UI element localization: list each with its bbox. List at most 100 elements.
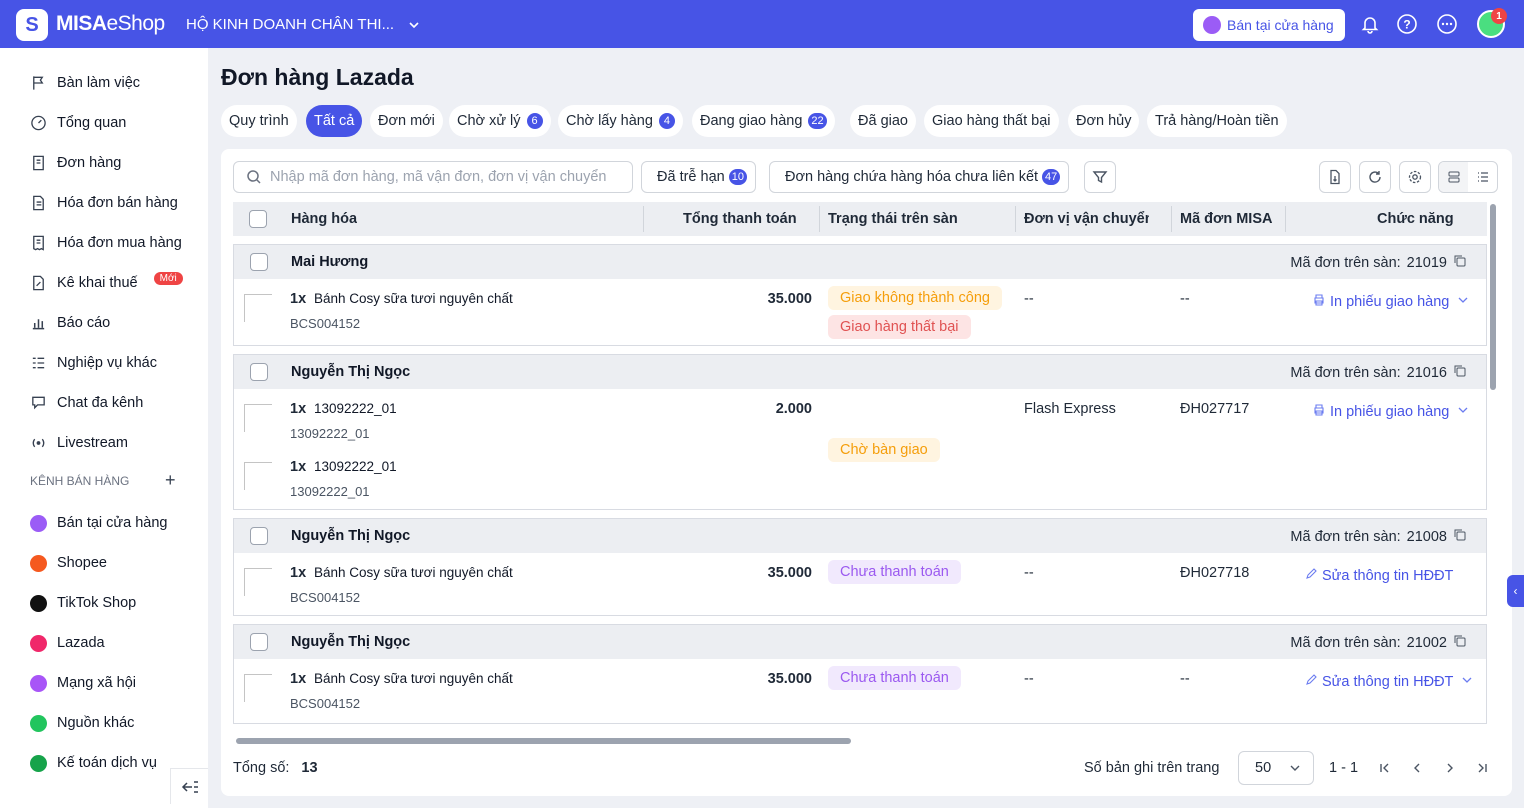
tab-3[interactable]: Đơn mới <box>370 105 443 137</box>
select-all-checkbox[interactable] <box>249 202 267 236</box>
code-value: 21002 <box>1406 634 1447 651</box>
sidebar-item-label: Hóa đơn bán hàng <box>57 195 178 211</box>
tab-2[interactable]: Tất cả <box>306 105 363 137</box>
sidebar-item-4[interactable]: Hóa đơn bán hàng <box>30 191 178 215</box>
top-bar: S MISAeShop HỘ KINH DOANH CHÂN THI... Bá… <box>0 0 1524 48</box>
overdue-filter-button[interactable]: Đã trễ hạn 10 <box>641 161 756 193</box>
filter-icon[interactable] <box>1084 161 1116 193</box>
product-name[interactable]: Bánh Cosy sữa tươi nguyên chất <box>314 291 513 306</box>
copy-icon[interactable] <box>1453 528 1466 545</box>
store-selector[interactable]: HỘ KINH DOANH CHÂN THI... <box>186 16 420 33</box>
product-name[interactable]: Bánh Cosy sữa tươi nguyên chất <box>314 565 513 580</box>
channel-item-3[interactable]: TikTok Shop <box>30 591 136 615</box>
product-name[interactable]: 13092222_01 <box>314 401 397 416</box>
horizontal-scrollbar[interactable] <box>236 738 851 744</box>
channel-label: Mạng xã hội <box>57 675 136 691</box>
customer-name: Nguyễn Thị Ngọc <box>291 528 411 544</box>
add-channel-icon[interactable]: + <box>165 470 176 490</box>
channel-item-7[interactable]: Kế toán dịch vụ <box>30 751 157 775</box>
tab-9[interactable]: Đơn hủy <box>1068 105 1140 137</box>
tab-label: Đơn mới <box>378 113 435 129</box>
order-group: Mai Hương Mã đơn trên sàn: 21019 1x Bánh Cos… <box>233 244 1487 346</box>
customer-name: Mai Hương <box>291 254 369 270</box>
copy-icon[interactable] <box>1453 254 1466 271</box>
channel-item-6[interactable]: Nguồn khác <box>30 711 134 735</box>
help-icon[interactable]: ? <box>1394 11 1420 37</box>
header-actions: Chức năng <box>1377 211 1454 227</box>
copy-icon[interactable] <box>1453 364 1466 381</box>
settings-icon[interactable] <box>1399 161 1431 193</box>
export-icon[interactable] <box>1319 161 1351 193</box>
bell-icon[interactable] <box>1357 11 1383 37</box>
order-group: Nguyễn Thị Ngọc Mã đơn trên sàn: 21002 1x Bá… <box>233 624 1487 724</box>
channel-logo-icon <box>30 514 47 532</box>
prev-page-icon[interactable] <box>1407 758 1427 778</box>
order-total: 2.000 <box>775 401 812 417</box>
svg-text:?: ? <box>1403 18 1410 32</box>
sidebar-item-10[interactable]: Livestream <box>30 431 128 455</box>
sidebar-item-9[interactable]: Chat đa kênh <box>30 391 143 415</box>
channel-item-1[interactable]: Bán tại cửa hàng <box>30 511 167 535</box>
tab-1[interactable]: Quy trình <box>221 105 297 137</box>
order-checkbox[interactable] <box>250 527 268 545</box>
refresh-icon[interactable] <box>1359 161 1391 193</box>
channel-item-5[interactable]: Mạng xã hội <box>30 671 136 695</box>
product-name[interactable]: 13092222_01 <box>314 459 397 474</box>
order-checkbox[interactable] <box>250 633 268 651</box>
notification-badge: 1 <box>1491 8 1507 24</box>
vertical-scrollbar[interactable] <box>1490 204 1496 390</box>
channel-item-2[interactable]: Shopee <box>30 551 107 575</box>
tab-count-badge: 4 <box>658 113 675 129</box>
misa-logo-icon[interactable]: S <box>16 9 48 41</box>
sell-at-store-button[interactable]: Bán tại cửa hàng <box>1193 9 1345 41</box>
more-icon[interactable] <box>1434 11 1460 37</box>
tab-4[interactable]: Chờ xử lý 6 <box>449 105 551 137</box>
channel-label: TikTok Shop <box>57 595 137 611</box>
order-header: Nguyễn Thị Ngọc Mã đơn trên sàn: 21002 <box>234 625 1486 659</box>
tab-8[interactable]: Giao hàng thất bại <box>924 105 1059 137</box>
sidebar-item-8[interactable]: Nghiệp vụ khác <box>30 351 157 375</box>
sidebar-item-7[interactable]: Báo cáo <box>30 311 110 335</box>
sidebar-item-6[interactable]: Kê khai thuế Mới <box>30 271 183 295</box>
code-label: Mã đơn trên sàn: <box>1290 254 1401 271</box>
collapse-sidebar-icon[interactable] <box>170 768 208 804</box>
unlinked-filter-button[interactable]: Đơn hàng chứa hàng hóa chưa liên kết 47 <box>769 161 1070 193</box>
order-checkbox[interactable] <box>250 363 268 381</box>
tab-6[interactable]: Đang giao hàng 22 <box>692 105 835 137</box>
sidebar-item-1[interactable]: Bàn làm việc <box>30 71 140 95</box>
product-name[interactable]: Bánh Cosy sữa tươi nguyên chất <box>314 671 513 686</box>
sidebar-item-2[interactable]: Tổng quan <box>30 111 126 135</box>
order-header: Mai Hương Mã đơn trên sàn: 21019 <box>234 245 1486 279</box>
chevron-down-icon <box>1290 765 1300 771</box>
item-quantity: 1x <box>290 459 307 475</box>
list-view-icon[interactable] <box>1468 162 1497 192</box>
tab-7[interactable]: Đã giao <box>850 105 916 137</box>
sidebar-item-5[interactable]: Hóa đơn mua hàng <box>30 231 182 255</box>
page-range: 1 - 1 <box>1329 760 1359 776</box>
list-icon <box>30 355 47 372</box>
channel-item-4[interactable]: Lazada <box>30 631 105 655</box>
channel-logo-icon <box>30 554 47 572</box>
sidebar-item-label: Nghiệp vụ khác <box>57 355 157 371</box>
tab-10[interactable]: Trả hàng/Hoàn tiền <box>1147 105 1287 137</box>
per-page-select[interactable]: 50 <box>1238 751 1314 785</box>
new-badge: Mới <box>153 271 183 285</box>
copy-icon[interactable] <box>1453 634 1466 651</box>
row-action-button[interactable]: Sửa thông tin HĐĐT <box>1304 567 1453 585</box>
tab-5[interactable]: Chờ lấy hàng 4 <box>558 105 683 137</box>
first-page-icon[interactable] <box>1375 758 1395 778</box>
order-checkbox[interactable] <box>250 253 268 271</box>
next-page-icon[interactable] <box>1440 758 1460 778</box>
expand-panel-icon[interactable]: ‹ <box>1507 575 1524 607</box>
row-action-button[interactable]: In phiếu giao hàng <box>1312 293 1469 311</box>
search-input[interactable]: Nhập mã đơn hàng, mã vận đơn, đơn vị vận… <box>233 161 633 193</box>
header-product: Hàng hóa <box>291 211 358 227</box>
card-view-icon[interactable] <box>1439 162 1468 192</box>
search-icon <box>247 170 261 184</box>
sell-at-store-label: Bán tại cửa hàng <box>1227 17 1334 33</box>
row-action-button[interactable]: In phiếu giao hàng <box>1312 403 1469 421</box>
sidebar-item-3[interactable]: Đơn hàng <box>30 151 121 175</box>
last-page-icon[interactable] <box>1472 758 1492 778</box>
row-action-button[interactable]: Sửa thông tin HĐĐT <box>1304 673 1473 691</box>
carrier-cell: -- <box>1024 565 1034 581</box>
